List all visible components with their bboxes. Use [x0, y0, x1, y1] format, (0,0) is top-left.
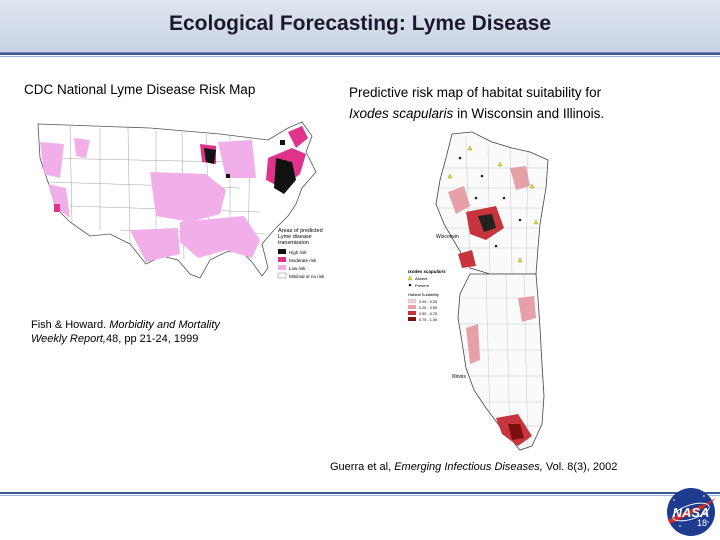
title-bar: [0, 0, 720, 53]
legend-title-1: Areas of predicted: [278, 228, 323, 234]
legend-swatch-0: [407, 298, 417, 304]
right-heading: Predictive risk map of habitat suitabili…: [349, 82, 709, 124]
left-citation-volume: 48, pp 21-24, 1999: [106, 333, 199, 345]
legend-swatch-1: [408, 305, 416, 309]
legend-swatch-minimal: [277, 272, 287, 279]
right-citation-journal: Emerging Infectious Diseases,: [394, 461, 543, 473]
right-heading-line2: in Wisconsin and Illinois.: [457, 106, 605, 121]
title-divider-thin: [0, 56, 720, 57]
right-citation-authors: Guerra et al,: [330, 461, 392, 473]
legend-swatch-moderate: [278, 257, 286, 262]
low-risk-areas: [40, 138, 260, 262]
right-citation-volume: Vol. 8(3), 2002: [545, 461, 618, 473]
legend-species: Ixodes scapularis: [408, 269, 446, 274]
left-citation-journal-1: Morbidity and Mortality: [109, 319, 220, 331]
us-map-legend: Areas of predicted Lyme disease transmis…: [277, 228, 325, 279]
presence-markers: [458, 156, 522, 248]
right-heading-line1: Predictive risk map of habitat suitabili…: [349, 85, 602, 100]
us-risk-map: Areas of predicted Lyme disease transmis…: [37, 121, 325, 279]
label-illinois: Illinois: [452, 374, 466, 380]
legend-swatch-3: [408, 317, 416, 321]
legend-label-high: High risk: [289, 250, 307, 255]
species-name: Ixodes scapularis: [349, 106, 454, 121]
legend-absent: Absent: [415, 276, 428, 281]
legend-swatch-low: [278, 265, 286, 270]
habitat-legend: Ixodes scapularis Absent Present Habitat…: [407, 269, 446, 322]
legend-range-0: 0.00 - 0.25: [419, 300, 437, 304]
slide-number: 18: [697, 518, 708, 528]
left-citation: Fish & Howard. Morbidity and Mortality W…: [31, 318, 220, 346]
legend-present: Present: [415, 283, 430, 288]
left-citation-journal-2: Weekly Report,: [31, 333, 106, 345]
legend-label-low: Low risk: [289, 266, 306, 271]
legend-label-moderate: Moderate risk: [289, 258, 317, 263]
legend-absent-marker: [407, 275, 413, 281]
legend-range-2: 0.50 - 0.75: [419, 312, 437, 316]
legend-present-marker: [408, 283, 412, 287]
legend-swatch-2: [408, 311, 416, 315]
legend-suitability-title: Habitat Suitability: [408, 292, 439, 297]
left-heading: CDC National Lyme Disease Risk Map: [24, 82, 256, 97]
legend-swatch-high: [278, 249, 286, 254]
slide-title: Ecological Forecasting: Lyme Disease: [168, 12, 552, 35]
legend-range-3: 0.75 - 1.00: [419, 318, 437, 322]
high-risk-areas: [204, 140, 296, 194]
left-citation-authors: Fish & Howard.: [31, 319, 107, 331]
legend-label-minimal: Minimal or no risk: [289, 274, 325, 279]
footer-divider: [0, 492, 720, 494]
label-wisconsin: Wisconsin: [436, 234, 459, 240]
nasa-logo: NASA: [667, 488, 716, 536]
title-divider: [0, 53, 720, 55]
nasa-logo-text: NASA: [673, 505, 710, 520]
legend-range-1: 0.25 - 0.50: [419, 306, 437, 310]
legend-title-3: transmission: [278, 240, 309, 246]
absence-markers: [447, 145, 539, 263]
habitat-suitability-areas: [448, 166, 536, 446]
legend-title-2: Lyme disease: [278, 234, 312, 240]
wi-il-habitat-map: Wisconsin Illinois Ixodes scapularis Abs…: [407, 131, 549, 451]
footer-divider-thin: [0, 495, 720, 496]
right-citation: Guerra et al, Emerging Infectious Diseas…: [330, 461, 617, 473]
